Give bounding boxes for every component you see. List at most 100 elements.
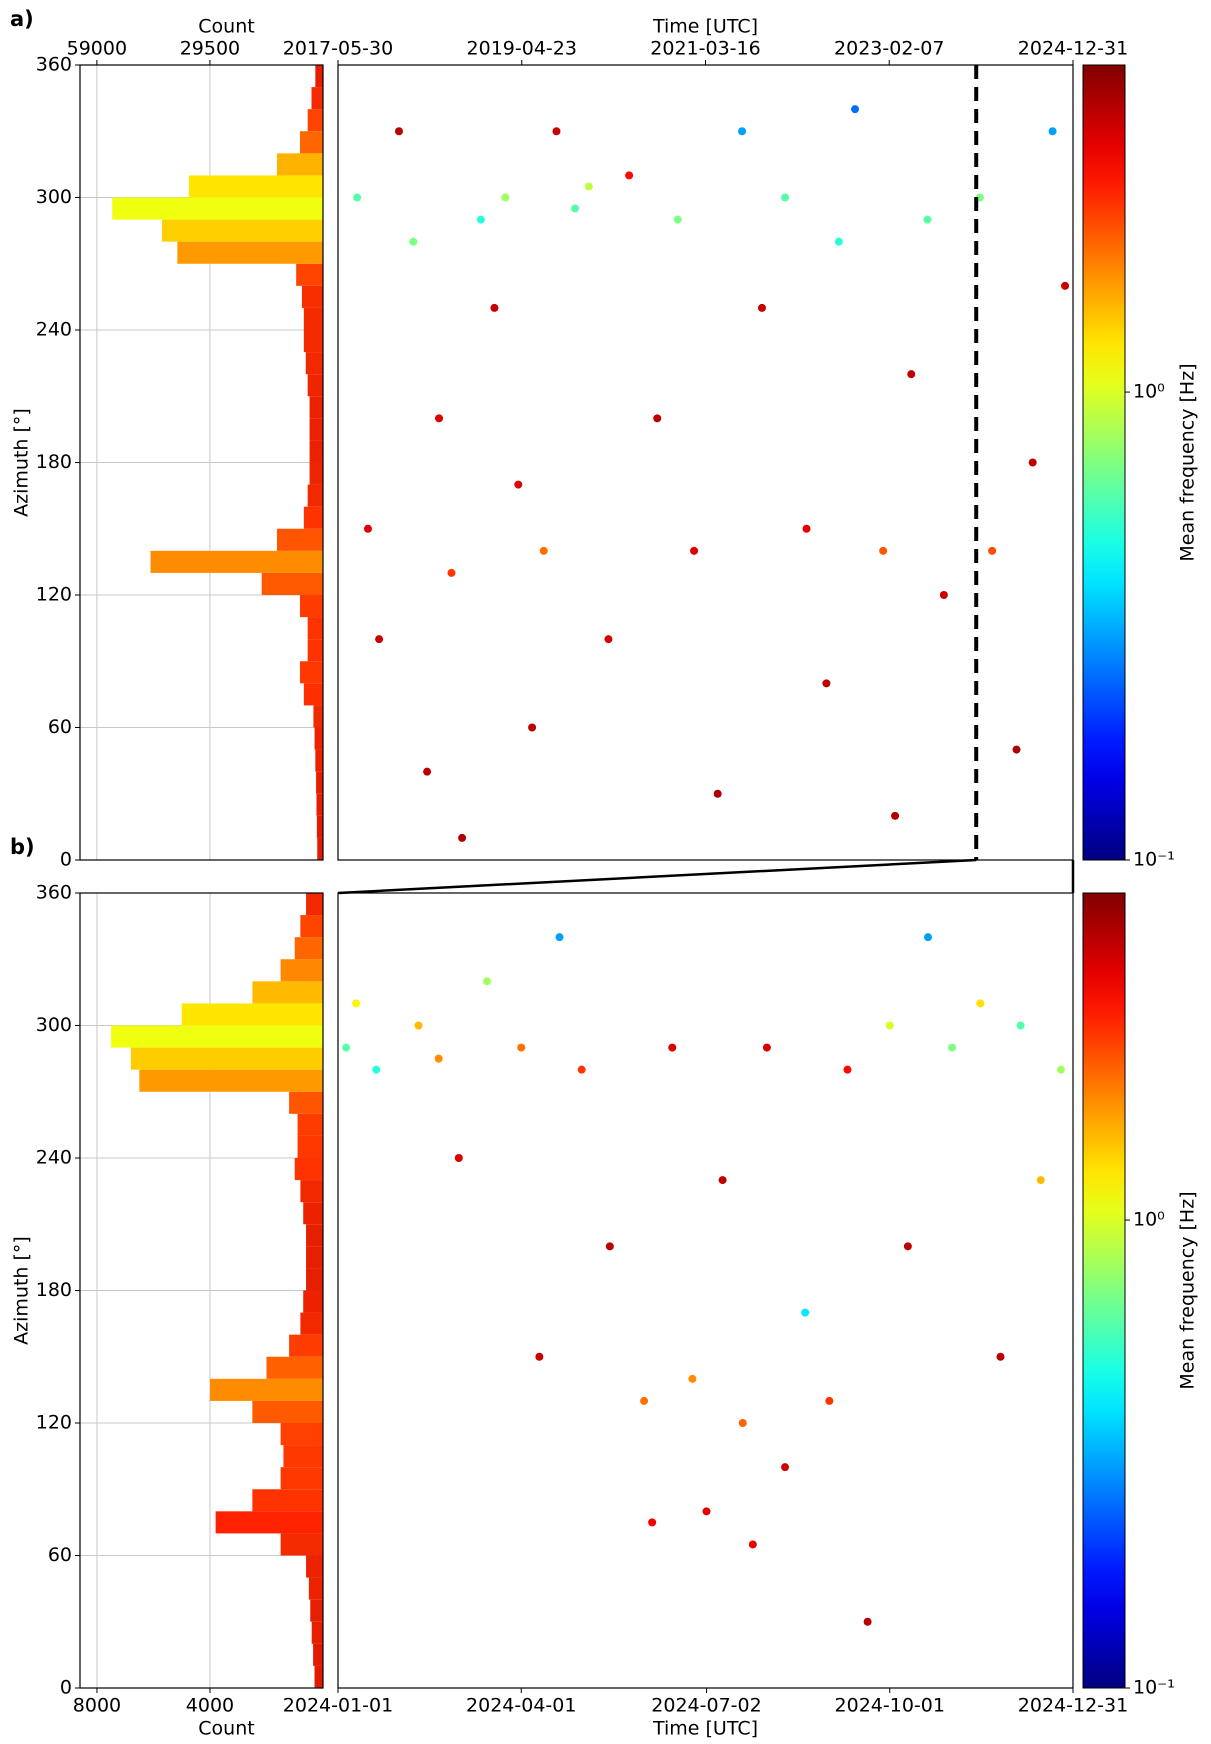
- histogram-bar: [277, 153, 323, 176]
- colorbar-label: Mean frequency [Hz]: [1177, 363, 1199, 561]
- histogram-bar: [297, 1135, 323, 1158]
- y-tick-label: 240: [36, 1147, 72, 1169]
- histogram-bar: [307, 639, 323, 662]
- histogram-bar: [300, 661, 323, 684]
- scatter-point: [988, 546, 997, 555]
- panel-label: a): [10, 7, 34, 31]
- scatter-point: [1016, 1021, 1025, 1030]
- scatter-point: [539, 546, 548, 555]
- scatter-point: [483, 977, 492, 986]
- y-tick-label: 120: [36, 584, 72, 606]
- histogram-bar: [301, 285, 323, 308]
- scatter-point: [528, 723, 537, 732]
- scatter-point: [802, 524, 811, 533]
- y-tick-label: 300: [36, 186, 72, 208]
- colorbar-tick-label: 10⁻¹: [1133, 1677, 1175, 1699]
- scatter-point: [996, 1352, 1005, 1361]
- scatter-point: [822, 679, 831, 688]
- scatter-point: [653, 414, 662, 423]
- y-tick-label: 0: [60, 849, 72, 871]
- scatter-point: [948, 1043, 957, 1052]
- scatter-point: [447, 568, 456, 577]
- scatter-point: [353, 193, 362, 202]
- scatter-point: [409, 237, 418, 246]
- scatter-point: [1048, 127, 1057, 136]
- scatter-point: [555, 933, 564, 942]
- histogram-bar: [315, 749, 323, 772]
- x-tick-label: 2019-04-23: [467, 38, 577, 60]
- histogram-bar: [306, 1555, 323, 1578]
- histogram-bar: [300, 915, 323, 938]
- x-tick-label: 2024-12-31: [1018, 38, 1128, 60]
- scatter-point: [490, 303, 499, 312]
- axes-frame: [337, 64, 1074, 861]
- scatter-point: [713, 789, 722, 798]
- scatter-point: [885, 1021, 894, 1030]
- y-tick-label: 120: [36, 1412, 72, 1434]
- histogram-bar: [307, 374, 323, 397]
- scatter-point: [577, 1065, 586, 1074]
- histogram-bar: [280, 959, 323, 982]
- scatter-point: [903, 1242, 912, 1251]
- histogram-bar: [311, 1621, 323, 1644]
- histogram-bar: [306, 1246, 323, 1269]
- histogram-bar: [280, 1423, 323, 1446]
- scatter-point: [604, 635, 613, 644]
- histogram-bar: [177, 241, 323, 264]
- x-axis-label: Count: [198, 16, 254, 38]
- histogram-bar: [316, 793, 323, 816]
- scatter-point: [501, 193, 510, 202]
- histogram-bar: [305, 352, 323, 375]
- scatter-point: [640, 1396, 649, 1405]
- histogram-bar: [162, 219, 323, 242]
- zoom-connector: [337, 858, 977, 895]
- scatter-point: [738, 1419, 747, 1427]
- histogram-bar: [266, 1356, 323, 1379]
- x-tick-label: 29500: [180, 38, 240, 60]
- axes-frame: [337, 892, 1074, 1689]
- x-tick-label: 8000: [73, 1695, 121, 1717]
- histogram-bar: [307, 617, 323, 640]
- histogram-bar: [303, 307, 323, 330]
- histogram-bar: [316, 771, 323, 794]
- x-axis-label: Count: [198, 1718, 254, 1740]
- histogram-bar: [316, 815, 323, 838]
- scatter-point: [584, 182, 593, 191]
- scatter-point: [879, 546, 888, 555]
- histogram-bar: [300, 1180, 323, 1203]
- histogram-bar: [111, 1025, 324, 1048]
- histogram-bar: [277, 528, 323, 551]
- y-tick-label: 180: [36, 1279, 72, 1301]
- histogram-bar: [297, 1113, 323, 1136]
- scatter-point: [907, 370, 916, 379]
- histogram-bar: [300, 1312, 323, 1335]
- scatter-point: [552, 127, 561, 136]
- scatter-point: [648, 1518, 657, 1527]
- x-axis-label: Time [UTC]: [652, 1718, 758, 1740]
- colorbar: [1082, 892, 1126, 1689]
- histogram-bar: [309, 440, 323, 463]
- scatter-point: [688, 1374, 697, 1383]
- scatter-point: [342, 1043, 351, 1052]
- scatter-point: [757, 303, 766, 312]
- scatter-point: [668, 1043, 677, 1052]
- scatter-point: [435, 414, 444, 423]
- scatter-point: [843, 1065, 852, 1074]
- histogram-bar: [300, 131, 323, 154]
- histogram-bar: [303, 506, 323, 529]
- scatter-point: [625, 171, 634, 180]
- histogram-bar: [252, 981, 323, 1004]
- x-tick-label: 2023-02-07: [834, 38, 944, 60]
- scatter-point: [1056, 1065, 1065, 1074]
- x-tick-label: 2024-07-02: [651, 1695, 761, 1717]
- histogram-bar: [252, 1400, 323, 1423]
- scatter-point: [605, 1242, 614, 1251]
- scatter-point: [394, 127, 403, 136]
- histogram-bar: [309, 396, 323, 419]
- histogram-bar: [280, 1533, 323, 1556]
- histogram-bar: [294, 1158, 323, 1181]
- x-axis-label: Time [UTC]: [652, 16, 758, 38]
- histogram-bar: [309, 462, 323, 485]
- y-tick-label: 360: [36, 54, 72, 76]
- scatter-point: [514, 480, 523, 489]
